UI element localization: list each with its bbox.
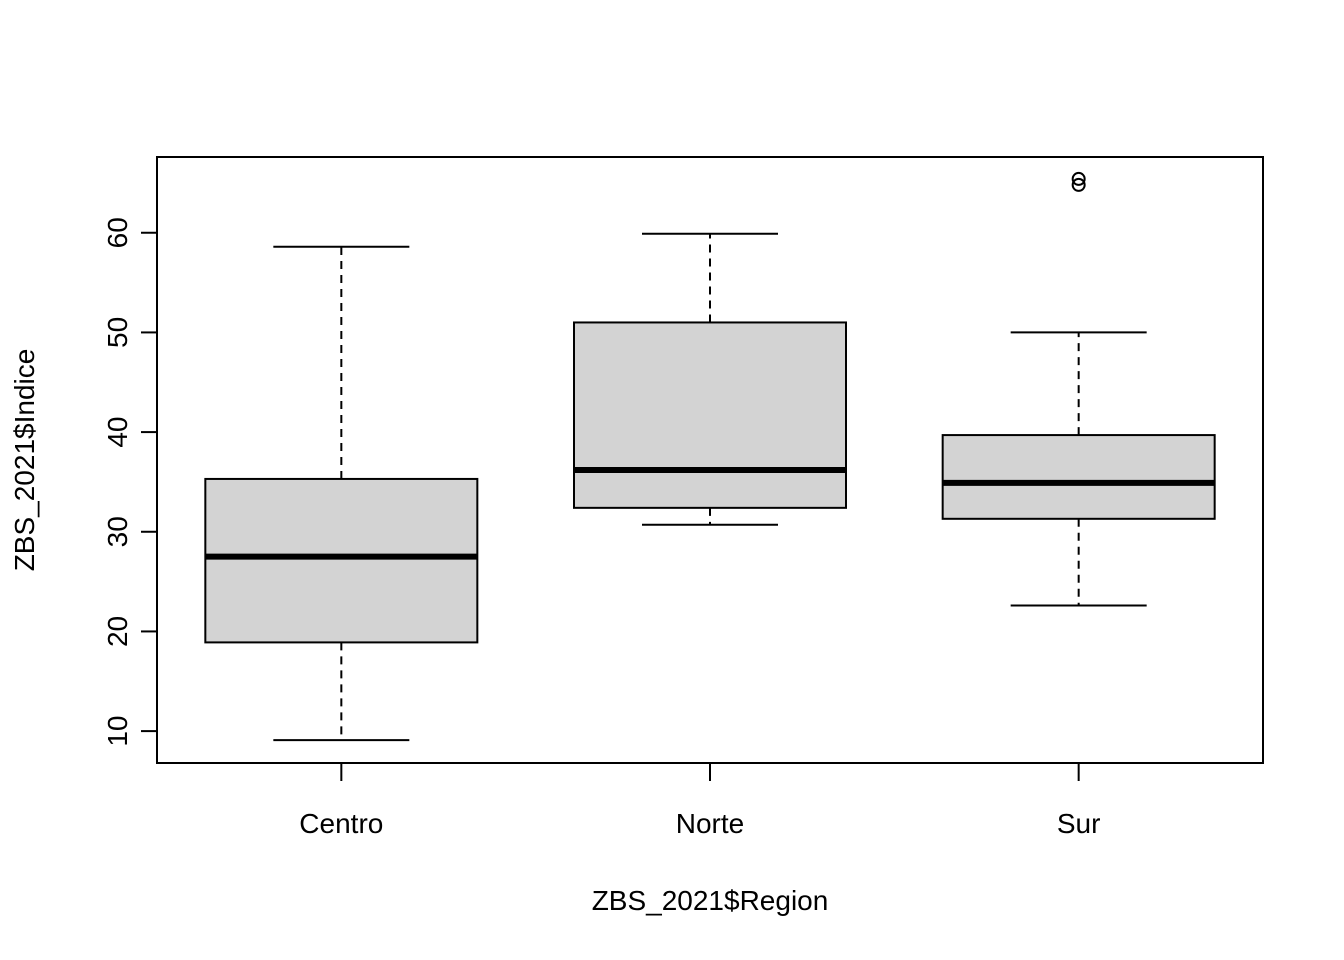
y-tick-label: 30 [102, 516, 133, 547]
iqr-box [941, 434, 1216, 520]
x-tick-label: Norte [676, 808, 744, 839]
x-tick-label: Centro [299, 808, 383, 839]
x-axis: Centro Norte Sur [299, 762, 1101, 839]
outlier-point [1071, 171, 1086, 186]
y-tick-label: 40 [102, 417, 133, 448]
box-sur [941, 171, 1216, 607]
x-tick-label: Sur [1057, 808, 1101, 839]
y-tick-label: 10 [102, 716, 133, 747]
iqr-box [204, 477, 479, 644]
iqr-box [573, 321, 847, 509]
box-norte [573, 232, 847, 526]
x-axis-label: ZBS_2021$Region [592, 885, 829, 916]
y-tick-label: 60 [102, 217, 133, 248]
outlier-point [1071, 177, 1086, 192]
boxes-group [204, 171, 1216, 742]
y-axis-label: ZBS_2021$Indice [9, 349, 40, 572]
y-tick-label: 50 [102, 317, 133, 348]
y-axis: 10 20 30 40 50 60 [102, 217, 158, 747]
y-tick-label: 20 [102, 616, 133, 647]
box-centro [204, 245, 479, 742]
